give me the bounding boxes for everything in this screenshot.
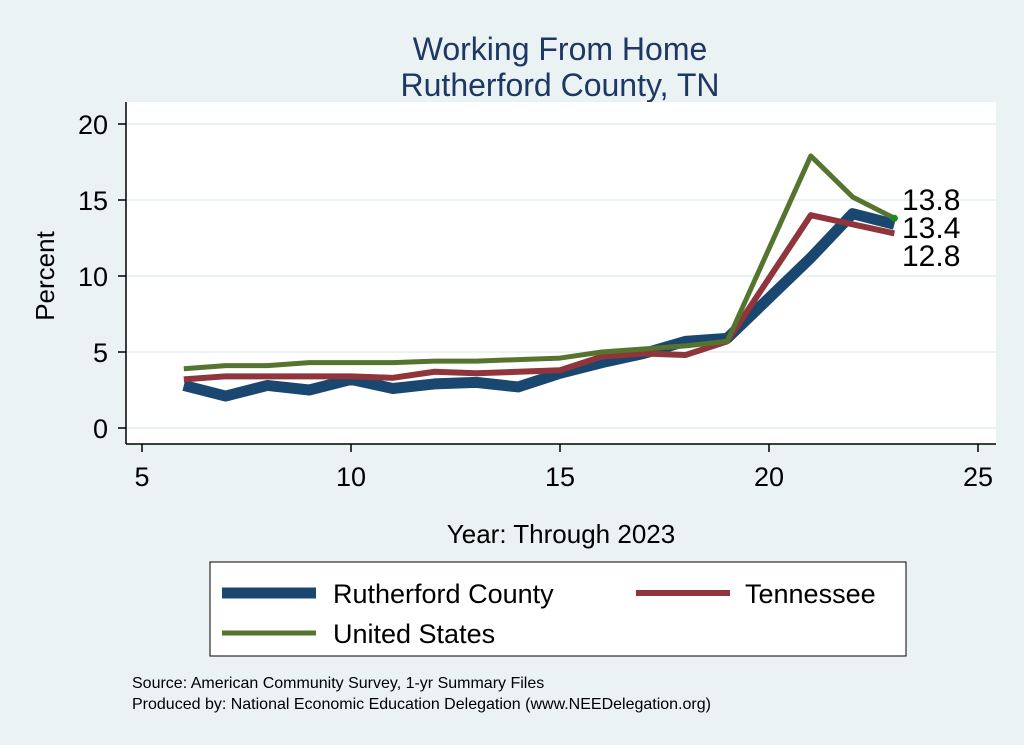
x-tick-label: 10 xyxy=(336,462,366,492)
x-axis-label: Year: Through 2023 xyxy=(447,519,675,549)
y-tick-label: 10 xyxy=(78,262,108,292)
y-tick-label: 5 xyxy=(93,338,108,368)
series-line-rutherford-county xyxy=(182,208,896,402)
source-note: Source: American Community Survey, 1-yr … xyxy=(132,675,544,692)
x-tick-label: 20 xyxy=(754,462,784,492)
legend-label-tennessee: Tennessee xyxy=(745,579,876,609)
series-line-tennessee xyxy=(183,212,896,383)
legend: Rutherford County Tennessee United State… xyxy=(209,561,907,657)
y-tick-label: 15 xyxy=(78,186,108,216)
series-line-united-states xyxy=(183,153,896,372)
legend-label-us: United States xyxy=(333,619,495,649)
chart-subtitle: Rutherford County, TN xyxy=(401,67,720,103)
end-value-label: 13.8 xyxy=(902,184,960,217)
producer-note: Produced by: National Economic Education… xyxy=(132,696,711,713)
x-tick-label: 25 xyxy=(963,462,993,492)
legend-label-rutherford: Rutherford County xyxy=(333,579,554,609)
chart-title: Working From Home xyxy=(413,31,708,67)
y-tick-label: 20 xyxy=(78,110,108,140)
end-marker xyxy=(890,214,898,222)
y-axis-label: Percent xyxy=(30,230,60,320)
x-tick-label: 15 xyxy=(545,462,575,492)
end-value-label: 12.8 xyxy=(902,240,960,273)
y-tick-label: 0 xyxy=(93,414,108,444)
x-tick-label: 5 xyxy=(134,462,149,492)
end-value-label: 13.4 xyxy=(902,212,960,245)
